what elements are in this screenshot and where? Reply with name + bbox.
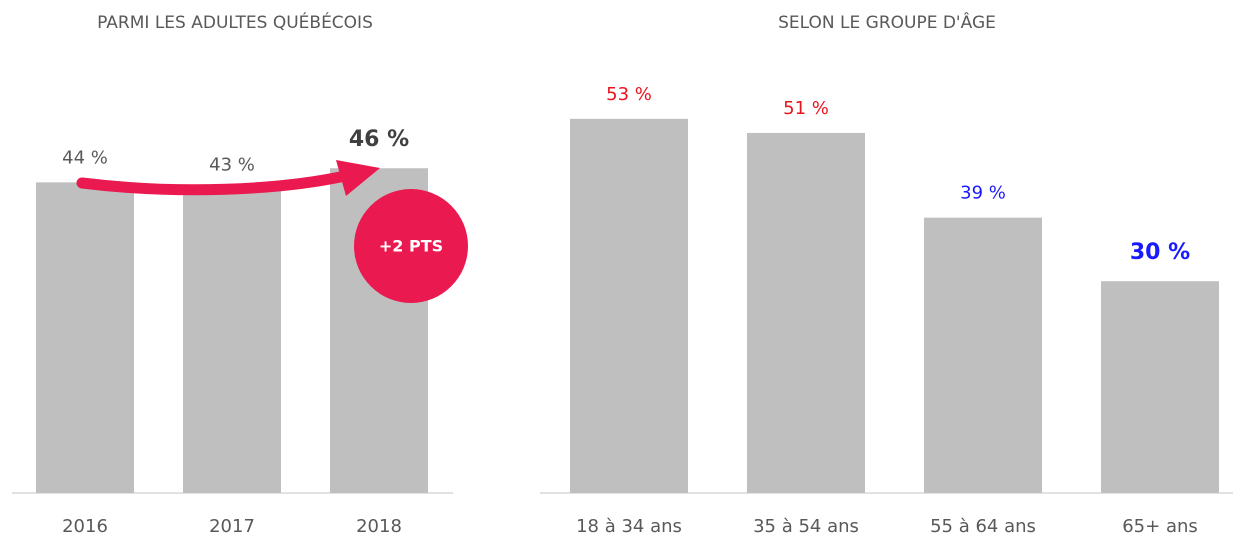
value-label: 51 % (783, 98, 829, 119)
value-label: 39 % (960, 183, 1006, 204)
value-label: 30 % (1130, 240, 1190, 265)
x-tick-label: 2018 (356, 516, 402, 537)
chart-title: PARMI LES ADULTES QUÉBÉCOIS (97, 11, 373, 33)
x-tick-label: 35 à 54 ans (753, 516, 859, 537)
trend-arrow (76, 170, 351, 196)
bar (570, 118, 688, 493)
bar (1101, 281, 1219, 493)
annotation-badge (354, 189, 468, 303)
bar (183, 189, 281, 494)
annotation: +2 PTS (379, 237, 443, 256)
bar (747, 132, 865, 493)
x-tick-label: 55 à 64 ans (930, 516, 1036, 537)
chart-title: SELON LE GROUPE D'ÂGE (778, 11, 996, 33)
bar (36, 182, 134, 494)
bar (924, 217, 1042, 493)
value-label: 53 % (606, 84, 652, 105)
x-tick-label: 2017 (209, 516, 255, 537)
x-tick-label: 18 à 34 ans (576, 516, 682, 537)
x-tick-label: 65+ ans (1122, 516, 1198, 537)
value-label: 44 % (62, 147, 108, 168)
arrow-head (336, 160, 380, 196)
x-tick-label: 2016 (62, 516, 108, 537)
value-label: 43 % (209, 154, 255, 175)
value-label: 46 % (349, 127, 409, 152)
